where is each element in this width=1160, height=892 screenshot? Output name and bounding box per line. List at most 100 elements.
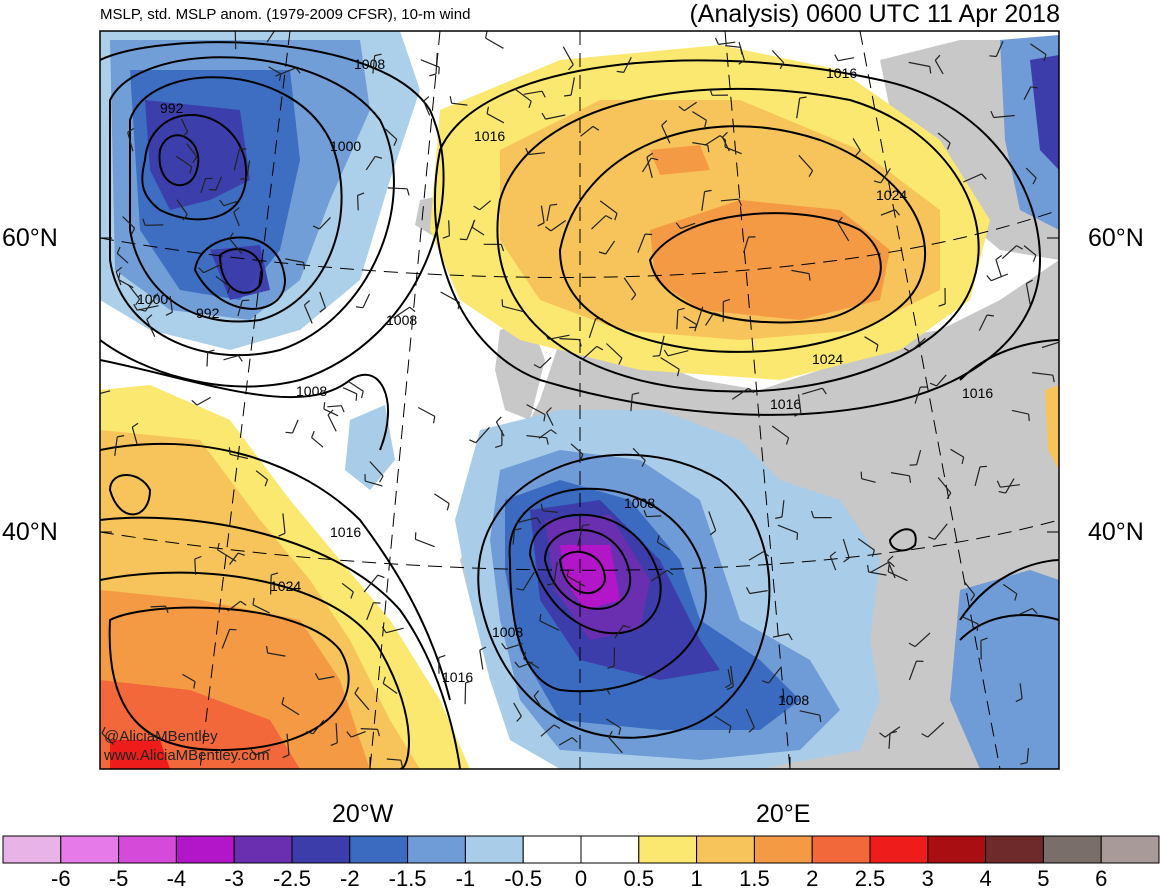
wind-barb [553, 562, 558, 584]
wind-barb [275, 67, 297, 77]
wind-barb-feather [837, 216, 843, 223]
wind-barb-feather [278, 532, 286, 537]
wind-barb-feather [1032, 254, 1037, 262]
wind-barb [118, 279, 134, 289]
wind-barb [327, 405, 342, 408]
wind-barb-feather [714, 37, 719, 45]
wind-barb-feather [578, 339, 582, 347]
wind-barb-feather [550, 203, 558, 206]
wind-barb [115, 271, 122, 286]
wind-barb-feather [976, 623, 979, 631]
wind-barb-feather [528, 101, 532, 108]
wind-barb-feather [623, 624, 631, 628]
wind-barb [606, 718, 621, 729]
wind-barb-feather [631, 294, 637, 301]
colorbar-tick-label: -2 [340, 866, 360, 891]
wind-barb-feather [311, 430, 315, 438]
wind-barb [748, 551, 764, 561]
wind-barb-feather [540, 503, 544, 511]
wind-barb [768, 667, 781, 684]
wind-barb-feather [921, 733, 928, 738]
wind-barb [914, 386, 921, 404]
wind-barb [704, 135, 721, 146]
wind-barb-feather [219, 199, 225, 207]
wind-barb-feather [541, 90, 546, 98]
wind-barb [937, 477, 952, 494]
wind-barb-feather [375, 155, 383, 159]
wind-barb [909, 337, 926, 353]
wind-barb [581, 345, 598, 361]
wind-barb [285, 258, 304, 263]
wind-barb [268, 66, 282, 75]
wind-barb-feather [829, 551, 837, 557]
wind-barb-feather [709, 88, 713, 96]
wind-barb-feather [719, 135, 726, 141]
lat-label-40n-left: 40°N [2, 518, 58, 546]
wind-barb [146, 319, 156, 338]
wind-barb-feather [449, 96, 453, 104]
contour-label: 1008 [778, 692, 809, 708]
wind-barb-feather [677, 307, 685, 311]
wind-barb-feather [164, 605, 169, 613]
wind-barb [131, 426, 139, 447]
colorbar-swatch [175, 835, 235, 864]
wind-barb-feather [834, 54, 839, 61]
wind-barb-feather [237, 355, 243, 362]
wind-barb [934, 60, 944, 75]
wind-barb-feather [808, 170, 814, 177]
wind-barb-feather [306, 730, 314, 735]
wind-barb [237, 300, 243, 317]
contour-label: 1008 [492, 624, 523, 640]
wind-barb [864, 336, 879, 346]
wind-barb-feather [127, 127, 134, 133]
wind-barb-feather [252, 597, 255, 605]
wind-barb [382, 683, 398, 694]
wind-barb [100, 390, 111, 395]
wind-barb-feather [138, 308, 146, 312]
wind-barb [1026, 748, 1030, 763]
colorbar-tick-label: -6 [51, 866, 71, 891]
lat-label-60n-left: 60°N [2, 224, 58, 252]
wind-barb-feather [374, 53, 382, 57]
isobars [100, 41, 1059, 769]
wind-barb-feather [1028, 414, 1030, 422]
wind-barb [181, 118, 189, 133]
wind-barb-feather [544, 226, 552, 232]
wind-barb [200, 178, 207, 194]
wind-barb-feather [541, 112, 547, 120]
wind-barb [415, 538, 435, 548]
wind-barb [692, 111, 707, 121]
colorbar-tick-label: 0.5 [623, 866, 655, 891]
wind-barb-feather [1015, 698, 1023, 703]
wind-barb [608, 736, 623, 754]
wind-barb-feather [821, 387, 827, 395]
wind-barb [721, 136, 730, 152]
wind-barb-feather [237, 552, 245, 556]
wind-barb [347, 380, 364, 392]
wind-barb-feather [675, 222, 682, 229]
wind-barb [101, 732, 114, 745]
wind-barb [731, 387, 749, 400]
wind-barb [417, 406, 436, 417]
wind-barb-feather [605, 688, 611, 695]
wind-barb [206, 351, 209, 367]
wind-barb [857, 538, 875, 551]
colorbar-swatch [522, 835, 582, 864]
wind-barb-feather [995, 255, 1002, 261]
wind-barb-feather [235, 26, 242, 28]
wind-barb [215, 275, 231, 288]
wind-barb [423, 100, 431, 116]
wind-barb-feather [146, 314, 153, 320]
wind-barb-feather [887, 555, 894, 562]
wind-barb-feather [360, 391, 364, 399]
lat-label-60n-right: 60°N [1088, 224, 1144, 252]
lat-label-40n-right: 40°N [1088, 518, 1144, 546]
wind-barb-feather [745, 587, 751, 594]
wind-barb-feather [142, 218, 146, 226]
wind-barb [777, 524, 798, 534]
wind-barb [223, 355, 239, 361]
wind-barb-feather [281, 697, 285, 705]
wind-barb-feather [1014, 593, 1018, 601]
wind-barb-feather [579, 454, 584, 462]
